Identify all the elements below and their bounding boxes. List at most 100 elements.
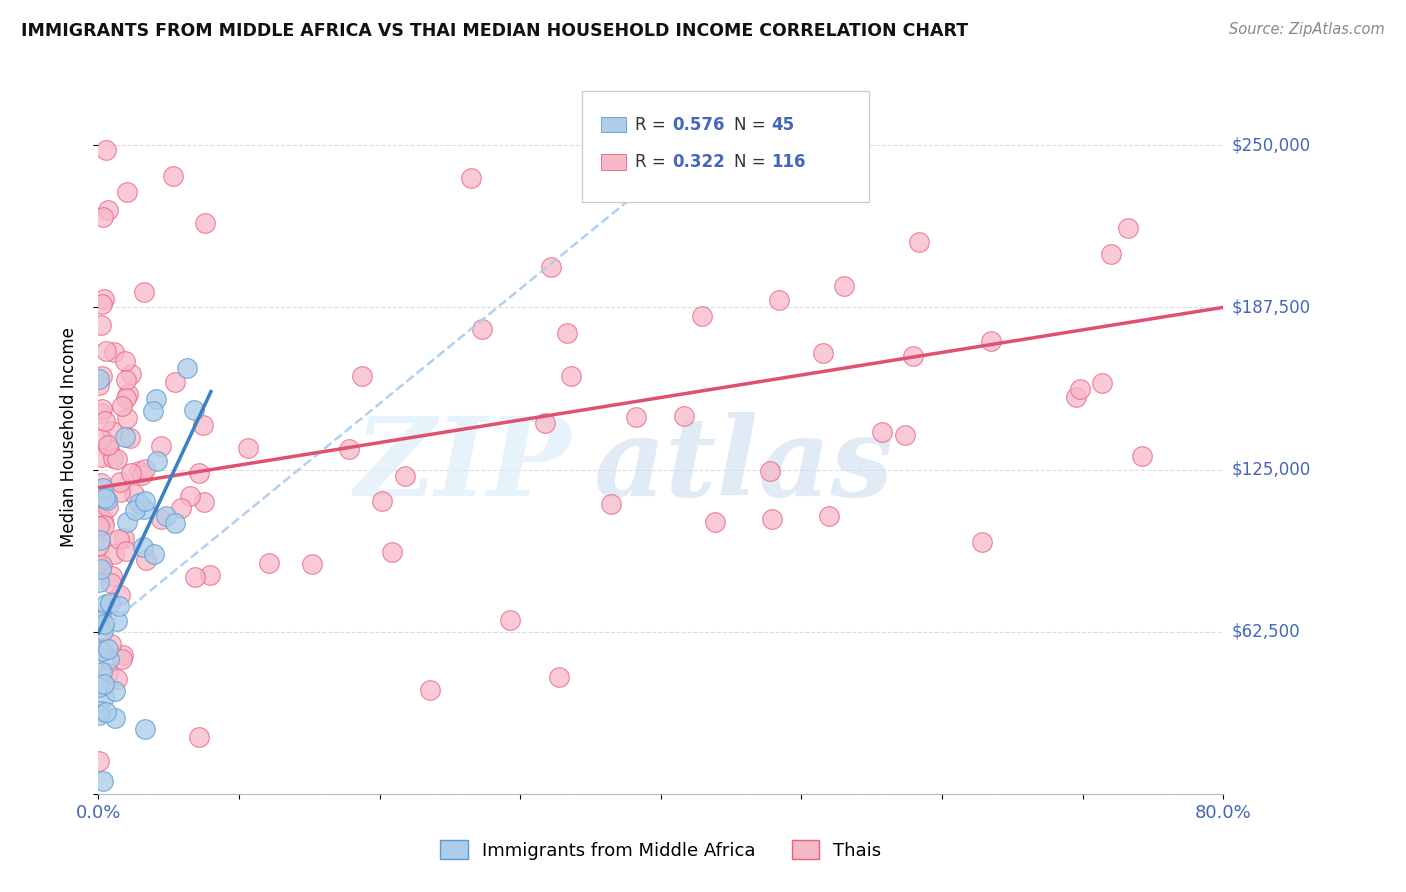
Point — [593, 811, 616, 825]
Point — [132, 502, 155, 516]
Point — [100, 575, 122, 590]
Point — [89, 574, 111, 589]
Point — [110, 588, 132, 602]
Point — [142, 547, 165, 561]
Point — [90, 297, 112, 311]
Point — [89, 707, 111, 722]
Point — [90, 476, 112, 491]
Point — [91, 800, 114, 814]
Point — [89, 538, 111, 552]
Text: 0.576: 0.576 — [672, 116, 724, 134]
Point — [89, 640, 111, 655]
Point — [908, 235, 931, 249]
Point — [142, 404, 165, 418]
Point — [972, 534, 994, 549]
Point — [90, 369, 112, 384]
Point — [624, 410, 647, 425]
Point — [980, 334, 1002, 348]
Point — [131, 540, 153, 554]
Point — [134, 285, 156, 299]
Point — [90, 644, 112, 658]
Point — [188, 730, 211, 744]
Point — [91, 482, 114, 496]
Point — [90, 318, 112, 332]
Point — [238, 442, 260, 456]
Point — [703, 515, 725, 529]
Point — [90, 401, 112, 416]
Point — [170, 501, 193, 516]
Point — [1091, 376, 1114, 390]
Point — [112, 531, 135, 545]
Point — [371, 494, 394, 508]
Point — [90, 432, 112, 446]
Point — [96, 492, 118, 507]
Point — [548, 670, 571, 684]
Point — [128, 496, 150, 510]
Point — [117, 387, 139, 401]
Point — [1130, 449, 1153, 463]
Point — [94, 491, 117, 505]
Point — [135, 553, 157, 567]
Text: N =: N = — [734, 153, 770, 171]
Point — [91, 512, 114, 526]
Point — [96, 706, 118, 720]
Point — [105, 452, 128, 467]
Point — [901, 349, 924, 363]
Point — [1099, 246, 1122, 260]
Point — [672, 409, 695, 423]
Text: R =: R = — [636, 153, 671, 171]
Point — [96, 597, 118, 611]
Text: N =: N = — [734, 116, 770, 134]
Point — [105, 673, 128, 687]
Point — [163, 516, 186, 530]
Point — [381, 545, 404, 559]
Point — [599, 497, 621, 511]
Point — [90, 606, 112, 620]
Point — [813, 345, 835, 359]
Point — [184, 570, 207, 584]
Point — [200, 567, 222, 582]
Point — [111, 399, 134, 413]
Point — [818, 508, 841, 523]
Point — [894, 428, 917, 442]
Point — [93, 517, 115, 532]
Point — [103, 547, 125, 561]
Point — [191, 418, 214, 433]
Point — [104, 684, 127, 698]
Point — [89, 680, 111, 694]
Point — [419, 683, 441, 698]
Point — [89, 558, 111, 573]
Point — [301, 557, 323, 571]
Point — [540, 260, 562, 275]
Point — [690, 310, 713, 324]
Point — [870, 425, 893, 439]
Point — [115, 516, 138, 530]
Point — [761, 512, 783, 526]
Point — [103, 345, 125, 359]
Point — [104, 711, 127, 725]
Point — [115, 373, 138, 387]
Point — [89, 704, 111, 718]
Point — [93, 292, 115, 306]
Point — [115, 185, 138, 199]
Point — [768, 293, 790, 308]
Point — [100, 637, 122, 651]
Point — [98, 652, 121, 666]
Point — [165, 375, 187, 389]
Text: Source: ZipAtlas.com: Source: ZipAtlas.com — [1229, 22, 1385, 37]
Point — [114, 354, 136, 368]
Text: atlas: atlas — [593, 412, 894, 519]
Text: R =: R = — [636, 116, 671, 134]
Point — [90, 450, 112, 465]
Point — [183, 403, 205, 417]
Point — [108, 484, 131, 499]
Point — [94, 144, 117, 158]
Text: $125,000: $125,000 — [1232, 460, 1310, 478]
Point — [91, 624, 114, 639]
Point — [134, 494, 156, 508]
Point — [194, 216, 217, 230]
Point — [134, 462, 156, 476]
Point — [110, 475, 132, 489]
Point — [97, 442, 120, 457]
Point — [98, 596, 121, 610]
